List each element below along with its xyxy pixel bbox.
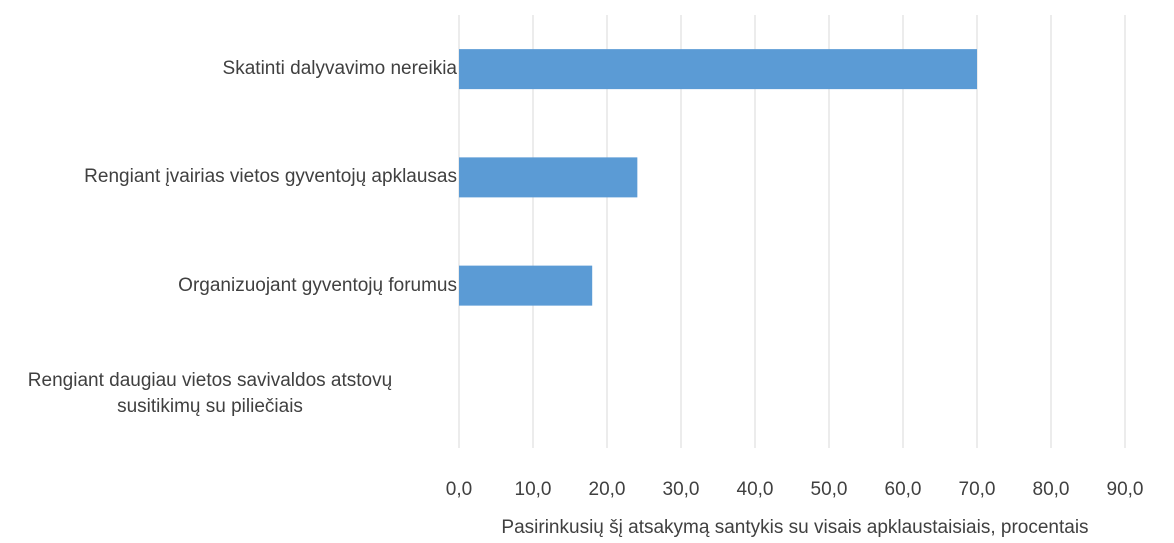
x-tick-label: 50,0 — [811, 479, 848, 500]
x-tick-label: 10,0 — [515, 479, 552, 500]
x-tick-label: 80,0 — [1033, 479, 1070, 500]
bar — [459, 49, 977, 90]
x-tick-label: 90,0 — [1107, 479, 1144, 500]
x-tick-label: 70,0 — [959, 479, 996, 500]
y-tick-label: Rengiant daugiau vietos savivaldos atsto… — [27, 369, 393, 417]
y-tick-label: Organizuojant gyventojų forumus — [178, 274, 457, 296]
x-tick-label: 30,0 — [663, 479, 700, 500]
x-tick-label: 40,0 — [737, 479, 774, 500]
y-tick-label: Rengiant įvairias vietos gyventojų apkla… — [84, 166, 457, 188]
x-tick-label: 0,0 — [446, 479, 472, 500]
bar — [459, 157, 638, 198]
x-axis-title: Pasirinkusių šį atsakymą santykis su vis… — [501, 517, 1088, 538]
y-tick-label: Skatinti dalyvavimo nereikia — [222, 58, 457, 80]
bar — [459, 265, 593, 306]
x-tick-label: 60,0 — [885, 479, 922, 500]
x-tick-label: 20,0 — [589, 479, 626, 500]
